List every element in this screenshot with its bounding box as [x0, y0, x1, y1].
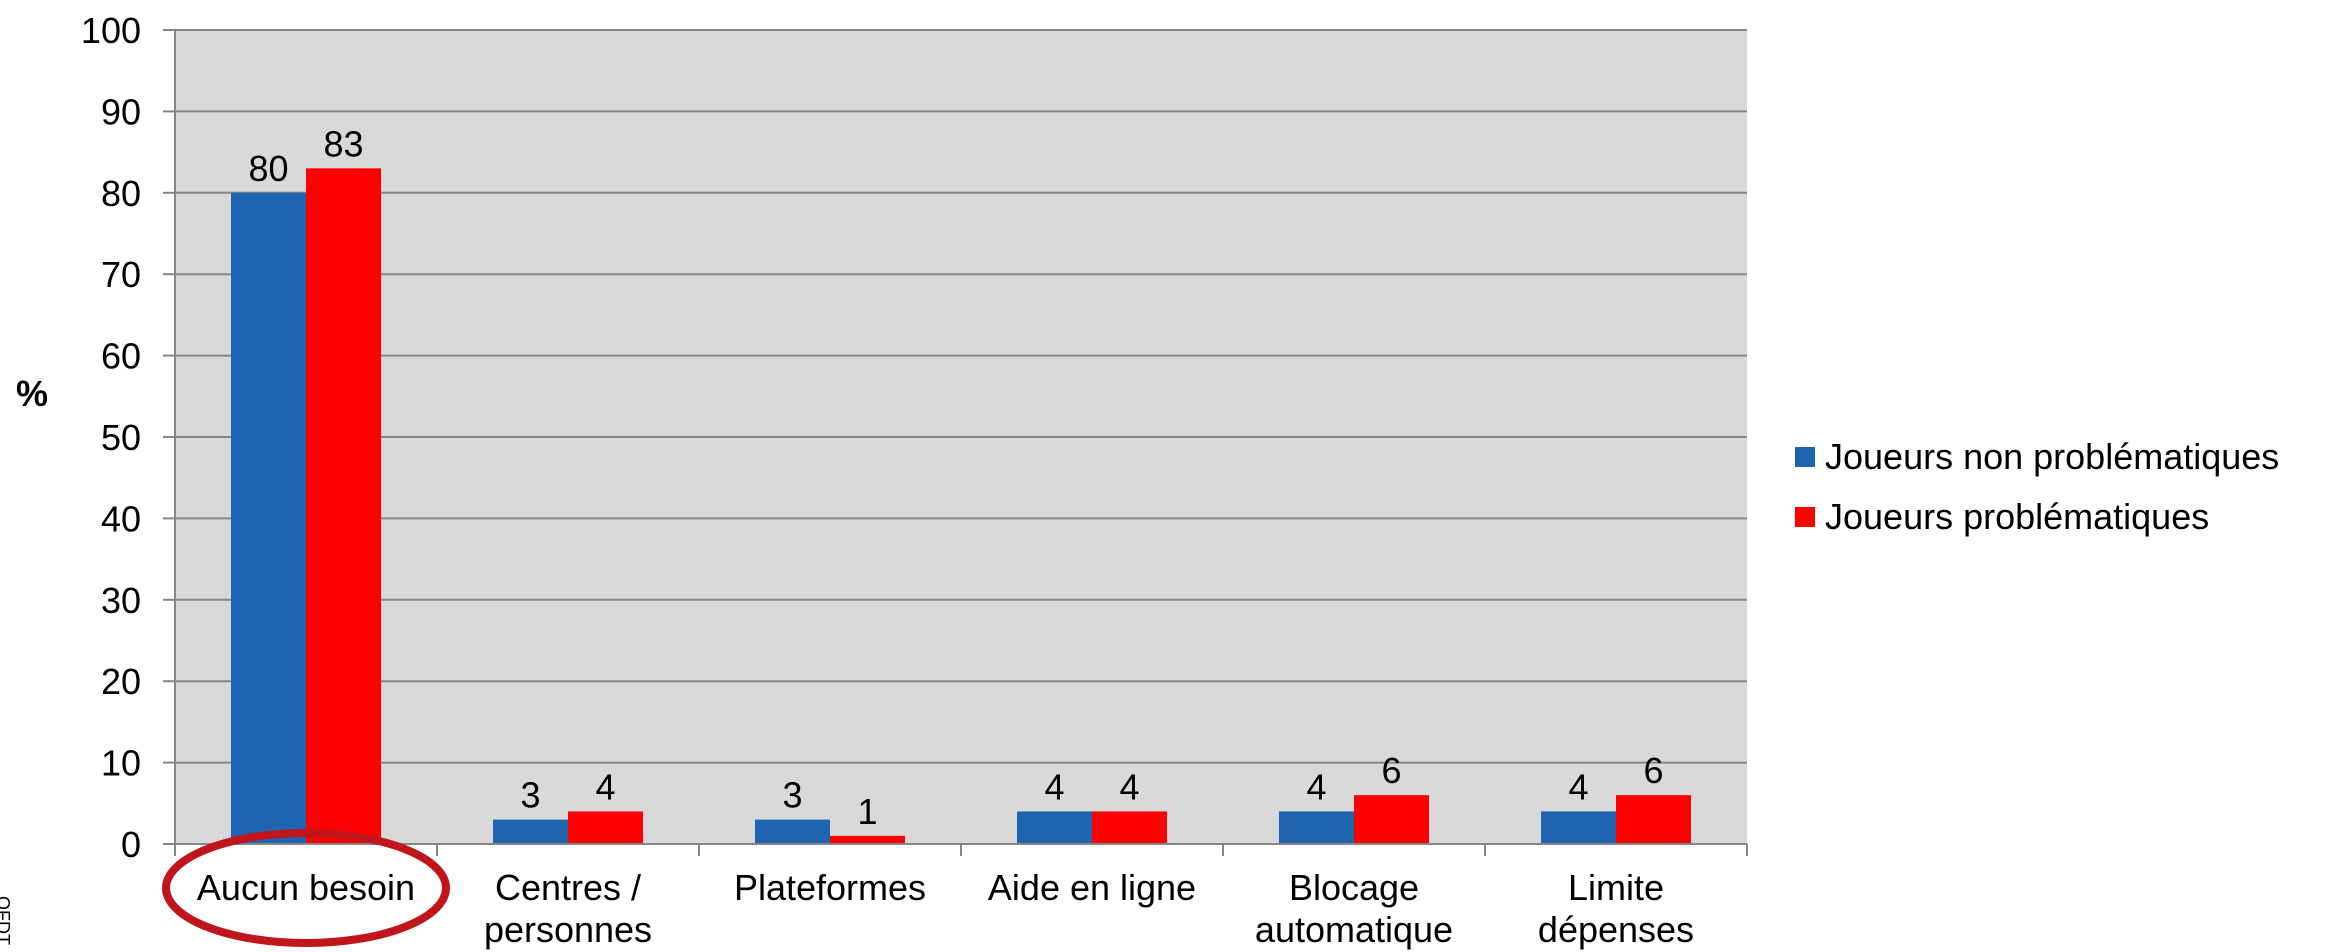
bar — [755, 819, 830, 844]
bar — [568, 811, 643, 844]
legend-swatch-series-1 — [1795, 447, 1815, 467]
data-label: 1 — [857, 791, 877, 832]
y-tick-label: 60 — [101, 336, 141, 377]
bar — [1354, 795, 1429, 844]
x-category-label: Limite — [1568, 867, 1664, 908]
bar — [1017, 811, 1092, 844]
y-tick-label: 50 — [101, 417, 141, 458]
x-axis-categories: Aucun besoin Centres /personnes Plateforme… — [174, 843, 1748, 950]
data-label: 4 — [1306, 766, 1326, 807]
y-tick-label: 40 — [101, 498, 141, 539]
x-category-label: Aide en ligne — [988, 867, 1196, 908]
data-label: 3 — [520, 775, 540, 816]
bar — [1279, 811, 1354, 844]
y-tick-label: 90 — [101, 91, 141, 132]
data-label: 6 — [1381, 750, 1401, 791]
legend-label-series-1: Joueurs non problématiques — [1825, 436, 2280, 477]
y-tick-label: 10 — [101, 743, 141, 784]
gridlines — [175, 29, 1747, 845]
x-category-label: Plateformes — [734, 867, 926, 908]
data-label: 4 — [1119, 766, 1139, 807]
x-category-label: Aucun besoin — [197, 867, 415, 908]
bar — [1616, 795, 1691, 844]
y-tick-label: 70 — [101, 254, 141, 295]
legend-swatch-series-2 — [1795, 507, 1815, 527]
data-label: 83 — [323, 123, 363, 164]
x-category-label: Centres / — [495, 867, 641, 908]
x-category-label: dépenses — [1538, 909, 1694, 950]
bar — [231, 192, 306, 845]
highlight-group — [162, 829, 450, 947]
side-note: OFDT — [0, 896, 13, 945]
y-tick-label: 100 — [81, 10, 141, 51]
data-label: 4 — [1044, 766, 1064, 807]
data-label: 4 — [595, 766, 615, 807]
legend: Joueurs non problématiques Joueurs probl… — [1795, 427, 2279, 547]
legend-item-series-1: Joueurs non problématiques — [1795, 427, 2279, 487]
data-label: 3 — [782, 775, 802, 816]
x-category-label: automatique — [1255, 909, 1453, 950]
data-labels: 80 83 3 4 3 1 4 4 4 6 4 6 — [248, 123, 1663, 831]
y-tick-label: 0 — [121, 824, 141, 865]
bars — [231, 168, 1691, 845]
bar — [1092, 811, 1167, 844]
bar — [306, 168, 381, 844]
data-label: 4 — [1568, 766, 1588, 807]
data-label: 6 — [1643, 750, 1663, 791]
bar — [830, 835, 905, 844]
bar — [493, 819, 568, 844]
bar — [1541, 811, 1616, 844]
x-category-label: Blocage — [1289, 867, 1419, 908]
y-tick-label: 20 — [101, 661, 141, 702]
highlight-ellipse — [162, 829, 450, 947]
y-axis-ticks: 0 10 20 30 40 50 60 70 80 90 100 — [81, 10, 176, 865]
x-category-label: personnes — [484, 909, 652, 950]
y-tick-label: 80 — [101, 173, 141, 214]
legend-label-series-2: Joueurs problématiques — [1825, 496, 2210, 537]
y-tick-label: 30 — [101, 580, 141, 621]
legend-item-series-2: Joueurs problématiques — [1795, 487, 2279, 547]
data-label: 80 — [248, 148, 288, 189]
y-axis-label: % — [16, 373, 48, 414]
